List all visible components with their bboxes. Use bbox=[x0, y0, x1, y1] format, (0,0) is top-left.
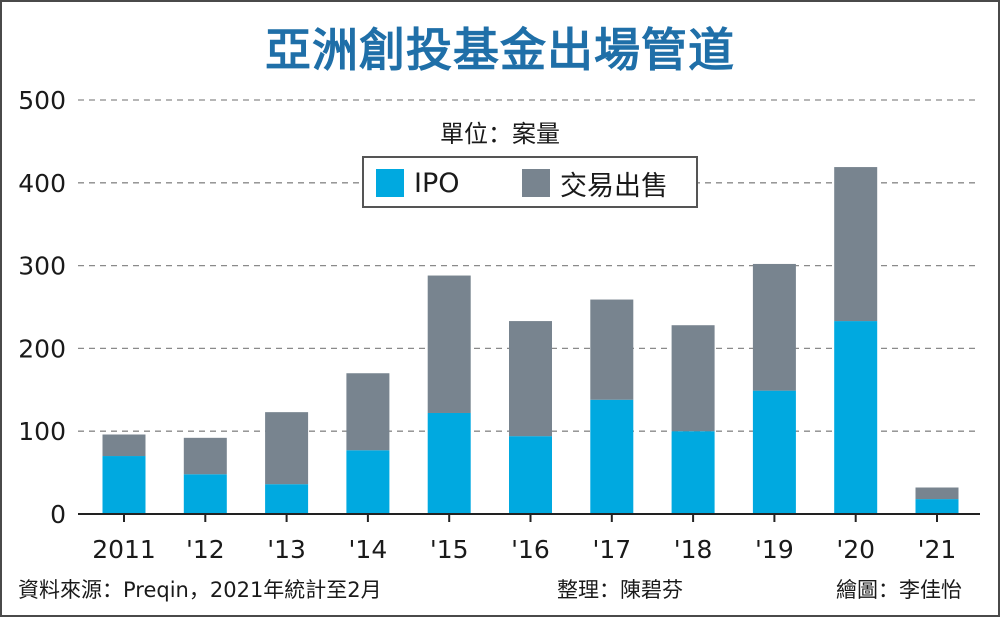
chart-title: 亞洲創投基金出場管道 bbox=[265, 23, 735, 77]
y-tick-label: 200 bbox=[18, 334, 66, 363]
x-tick-label: '14 bbox=[349, 535, 388, 564]
bar-trade bbox=[183, 437, 227, 475]
legend: IPO 交易出售 bbox=[362, 156, 698, 208]
legend-swatch-ipo bbox=[376, 169, 404, 197]
bars bbox=[102, 167, 959, 514]
y-tick-label: 500 bbox=[18, 86, 66, 115]
bar-ipo bbox=[265, 484, 309, 514]
bar-ipo bbox=[834, 321, 878, 514]
legend-label-trade: 交易出售 bbox=[560, 170, 668, 202]
footer-source: 資料來源：Preqin，2021年統計至2月 bbox=[18, 578, 382, 602]
bar-trade bbox=[427, 275, 471, 413]
legend-item-trade: 交易出售 bbox=[522, 168, 668, 202]
bar-ipo bbox=[590, 399, 634, 514]
footer-artist: 繪圖：李佳怡 bbox=[836, 578, 962, 602]
legend-swatch-trade bbox=[522, 169, 550, 197]
x-tick-label: '19 bbox=[755, 535, 794, 564]
y-tick-label: 0 bbox=[50, 500, 66, 529]
footer-editor: 整理：陳碧芬 bbox=[557, 578, 683, 602]
legend-label-ipo: IPO bbox=[414, 167, 460, 199]
y-tick-label: 400 bbox=[18, 169, 66, 198]
bar-ipo bbox=[183, 474, 227, 514]
bar-ipo bbox=[671, 431, 715, 514]
bar-trade bbox=[834, 167, 878, 322]
y-axis-ticks: 0 100 200 300 400 500 bbox=[18, 86, 66, 529]
bar-trade bbox=[509, 321, 552, 437]
y-tick-label: 300 bbox=[18, 252, 66, 281]
x-tick-label: '21 bbox=[918, 535, 957, 564]
bar-ipo bbox=[915, 499, 959, 514]
bar-trade bbox=[346, 373, 390, 451]
x-tick-label: '17 bbox=[592, 535, 631, 564]
x-tick-label: '12 bbox=[186, 535, 225, 564]
x-tick-label: 2011 bbox=[92, 535, 156, 564]
bar-trade bbox=[752, 263, 796, 391]
x-tick-label: '20 bbox=[836, 535, 875, 564]
unit-label: 單位：案量 bbox=[440, 120, 560, 148]
x-tick-label: '16 bbox=[511, 535, 550, 564]
bar-ipo bbox=[102, 456, 146, 514]
x-tick-label: '15 bbox=[430, 535, 469, 564]
y-tick-label: 100 bbox=[18, 417, 66, 446]
bar-ipo bbox=[346, 450, 390, 514]
bar-trade bbox=[265, 412, 309, 485]
bar-ipo bbox=[509, 436, 552, 514]
x-tick-label: '13 bbox=[267, 535, 306, 564]
x-tick-label: '18 bbox=[674, 535, 713, 564]
x-axis: 2011 '12 '13 '14 '15 '16 '17 '18 '19 '20 '21 bbox=[78, 513, 980, 564]
bar-trade bbox=[102, 434, 146, 457]
bar-trade bbox=[590, 299, 634, 400]
bar-trade bbox=[915, 487, 959, 500]
bar-trade bbox=[671, 325, 715, 432]
bar-ipo bbox=[427, 412, 471, 514]
legend-item-ipo: IPO bbox=[376, 167, 460, 199]
bar-ipo bbox=[752, 390, 796, 514]
